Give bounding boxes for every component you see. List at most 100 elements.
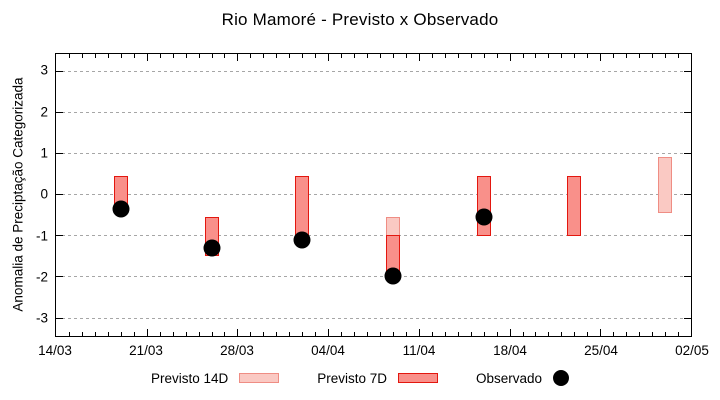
x-minor-tick — [289, 332, 291, 336]
previsto-7d-swatch-icon — [398, 373, 439, 383]
x-major-tick — [418, 329, 420, 336]
y-tick-label: 3 — [40, 62, 48, 78]
x-minor-tick — [198, 54, 200, 58]
x-minor-tick — [561, 332, 563, 336]
x-minor-tick — [224, 332, 226, 336]
previsto-7d-bar — [295, 175, 310, 236]
x-minor-tick — [639, 54, 641, 58]
y-tick — [56, 235, 63, 237]
h-gridline — [56, 153, 691, 155]
x-minor-tick — [613, 54, 615, 58]
x-major-tick — [509, 54, 511, 61]
legend-label-observado: Observado — [476, 370, 543, 386]
x-minor-tick — [652, 332, 654, 336]
y-tick-label: -2 — [35, 269, 48, 285]
x-minor-tick — [172, 332, 174, 336]
x-minor-tick — [457, 54, 459, 58]
x-minor-tick — [276, 54, 278, 58]
x-minor-tick — [561, 54, 563, 58]
x-major-tick — [146, 54, 148, 61]
x-minor-tick — [392, 332, 394, 336]
y-tick — [684, 153, 691, 155]
y-tick-label: -3 — [35, 310, 48, 326]
y-tick-labels: 3 2 1 0 -1 -2 -3 — [0, 53, 48, 337]
x-minor-tick — [431, 54, 433, 58]
x-minor-tick — [211, 54, 213, 58]
x-minor-tick — [250, 54, 252, 58]
observado-point — [384, 267, 402, 285]
x-tick-label: 21/03 — [129, 343, 163, 358]
x-minor-tick — [626, 54, 628, 58]
y-tick — [684, 71, 691, 73]
x-minor-tick — [483, 54, 485, 58]
x-minor-tick — [94, 332, 96, 336]
y-tick — [56, 194, 63, 196]
x-major-tick — [328, 329, 330, 336]
h-gridline — [56, 112, 691, 114]
x-minor-tick — [107, 54, 109, 58]
y-tick — [684, 194, 691, 196]
x-minor-tick — [535, 332, 537, 336]
x-minor-tick — [548, 54, 550, 58]
x-minor-tick — [94, 54, 96, 58]
x-minor-tick — [120, 332, 122, 336]
y-tick-label: -1 — [35, 228, 48, 244]
x-minor-tick — [198, 332, 200, 336]
x-minor-tick — [496, 54, 498, 58]
x-major-tick — [600, 54, 602, 61]
h-gridline — [56, 235, 691, 237]
x-minor-tick — [120, 54, 122, 58]
x-minor-tick — [159, 332, 161, 336]
observado-point — [475, 208, 493, 226]
x-minor-tick — [574, 332, 576, 336]
x-minor-tick — [354, 332, 356, 336]
x-minor-tick — [678, 332, 680, 336]
x-minor-tick — [289, 54, 291, 58]
x-minor-tick — [315, 54, 317, 58]
x-minor-tick — [522, 332, 524, 336]
x-minor-tick — [133, 54, 135, 58]
x-minor-tick — [263, 54, 265, 58]
x-minor-tick — [68, 54, 70, 58]
x-major-tick — [509, 329, 511, 336]
plot-area — [55, 53, 692, 337]
legend-item-previsto-7d: Previsto 7D — [317, 371, 439, 386]
x-minor-tick — [172, 54, 174, 58]
x-minor-tick — [496, 332, 498, 336]
x-minor-tick — [457, 332, 459, 336]
x-minor-tick — [613, 332, 615, 336]
y-tick — [56, 317, 63, 319]
previsto-14d-swatch-icon — [239, 373, 280, 383]
chart-title: Rio Mamoré - Previsto x Observado — [221, 10, 499, 29]
x-tick-label: 28/03 — [220, 343, 254, 358]
y-tick — [56, 71, 63, 73]
x-major-tick — [237, 329, 239, 336]
x-minor-tick — [367, 332, 369, 336]
x-minor-tick — [665, 54, 667, 58]
x-minor-tick — [315, 332, 317, 336]
previsto-7d-bar — [567, 175, 582, 236]
y-tick — [684, 235, 691, 237]
legend: Previsto 14D Previsto 7D Observado — [0, 370, 720, 386]
x-minor-tick — [470, 54, 472, 58]
x-tick-label: 02/05 — [675, 343, 709, 358]
x-minor-tick — [302, 332, 304, 336]
h-gridline — [56, 194, 691, 196]
x-minor-tick — [211, 332, 213, 336]
x-major-tick — [146, 329, 148, 336]
observado-point — [112, 200, 130, 218]
legend-item-observado: Observado — [476, 370, 570, 386]
h-gridline — [56, 317, 691, 319]
x-minor-tick — [379, 54, 381, 58]
x-tick-label: 14/03 — [38, 343, 72, 358]
legend-label-previsto-14d: Previsto 14D — [150, 370, 229, 386]
observado-point — [293, 231, 311, 249]
y-tick-label: 0 — [40, 186, 48, 202]
x-minor-tick — [341, 332, 343, 336]
x-minor-tick — [639, 332, 641, 336]
x-tick-label: 04/04 — [311, 343, 345, 358]
x-minor-tick — [159, 54, 161, 58]
y-tick — [56, 276, 63, 278]
legend-item-previsto-14d: Previsto 14D — [150, 370, 280, 386]
previsto-14d-bar — [658, 157, 673, 214]
